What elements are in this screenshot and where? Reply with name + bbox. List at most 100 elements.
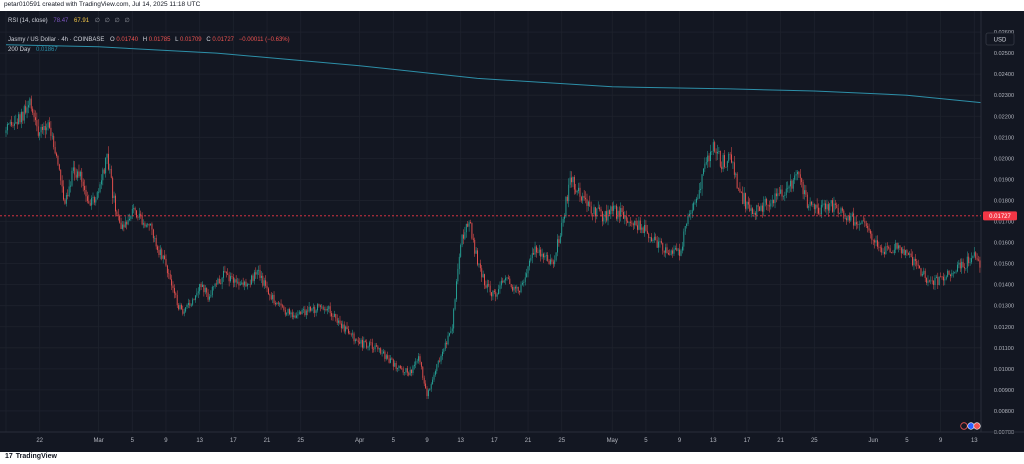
candle-body <box>239 284 241 286</box>
ma200-legend[interactable]: 200 Day 0.01867 <box>8 47 58 53</box>
candle-body <box>802 182 804 195</box>
candle-body <box>763 202 765 212</box>
candle-body <box>356 339 358 341</box>
candle-body <box>474 239 476 254</box>
candle-body <box>590 206 592 214</box>
candle-body <box>545 254 547 256</box>
candle-body <box>951 272 953 276</box>
candle-body <box>202 284 203 288</box>
candle-body <box>874 240 876 243</box>
price-chart[interactable]: 0.026000.025000.024000.023000.022000.021… <box>0 11 1024 452</box>
candle-body <box>190 304 192 306</box>
candle-body <box>162 255 164 259</box>
event-flags[interactable] <box>960 422 981 430</box>
candle-body <box>200 283 202 288</box>
candle-body <box>738 188 739 190</box>
candle-body <box>916 260 918 265</box>
candle-body <box>232 277 234 283</box>
candle-body <box>173 288 175 294</box>
time-tick-label: 9 <box>678 438 682 444</box>
candle-body <box>176 295 178 306</box>
footer-bar: 17 TradingView <box>0 452 1024 464</box>
time-axis-labels[interactable]: 22 Mar 5 9 13 17 21 25 Apr 5 9 13 17 21 25 May 5 9 13 17 21 2… <box>36 438 978 444</box>
candle-body <box>627 220 629 223</box>
candle-body <box>189 303 191 306</box>
candle-body <box>136 210 137 218</box>
candle-body <box>413 364 415 367</box>
candle-body <box>353 333 355 342</box>
candle-body <box>564 216 565 219</box>
candle-body <box>227 273 229 275</box>
candle-body <box>415 361 417 365</box>
price-axis-labels: 0.026000.025000.024000.023000.022000.021… <box>994 30 1014 436</box>
time-tick-label: 17 <box>230 438 237 444</box>
candle-body <box>684 225 686 232</box>
event-flag-icon[interactable] <box>967 422 975 430</box>
candle-body <box>284 309 286 315</box>
candle-body <box>534 246 536 255</box>
candle-body <box>644 224 645 234</box>
candle-body <box>228 274 230 282</box>
candle-body <box>618 210 620 217</box>
candle-body <box>461 234 463 246</box>
currency-button[interactable]: USD <box>985 32 1015 46</box>
candle-body <box>164 255 166 259</box>
candle-body <box>729 153 731 155</box>
candle-body <box>578 187 580 192</box>
candle-body <box>572 177 574 183</box>
candle-body <box>49 122 50 128</box>
candle-body <box>940 276 942 278</box>
candle-body <box>180 304 182 309</box>
candle-body <box>844 218 846 219</box>
tradingview-logo[interactable]: 17 TradingView <box>5 453 57 460</box>
price-axis-area[interactable] <box>981 11 1024 432</box>
candle-body <box>533 253 535 255</box>
candle-body <box>273 294 275 304</box>
candle-body <box>298 311 300 315</box>
candle-body <box>496 294 498 297</box>
candle-body <box>906 250 908 253</box>
candle-body <box>724 155 725 167</box>
time-tick-label: 17 <box>491 438 498 444</box>
candle-body <box>67 194 69 197</box>
candle-body <box>623 212 624 219</box>
candle-body <box>704 163 706 169</box>
event-flag-icon[interactable] <box>960 422 968 430</box>
candle-body <box>843 210 845 219</box>
candle-body <box>19 114 21 123</box>
chart-panel[interactable]: 0.026000.025000.024000.023000.022000.021… <box>0 11 1024 452</box>
candle-body <box>976 258 978 260</box>
candle-body <box>775 193 777 197</box>
candle-body <box>899 245 901 248</box>
candle-body <box>230 276 231 282</box>
symbol-legend[interactable]: Jasmy / US Dollar · 4h · COINBASE O 0.01… <box>8 37 290 43</box>
candle-body <box>639 220 641 230</box>
rsi-legend[interactable]: RSI (14, close) 78.47 67.91 ∅ ∅ ∅ ∅ <box>8 17 130 24</box>
candle-body <box>385 355 387 359</box>
candle-body <box>122 224 123 229</box>
candle-body <box>797 171 798 175</box>
candle-body <box>50 127 52 136</box>
candle-body <box>600 209 602 212</box>
event-flag-icon[interactable] <box>973 422 981 430</box>
candle-body <box>544 255 546 258</box>
candle-body <box>63 186 64 200</box>
candle-body <box>637 225 638 230</box>
candle-body <box>766 198 768 205</box>
currency-button-frame[interactable] <box>985 32 1015 46</box>
candle-body <box>753 212 755 215</box>
candle-body <box>29 98 31 106</box>
candle-body <box>645 224 647 231</box>
candle-body <box>794 175 796 180</box>
candle-body <box>231 276 233 278</box>
currency-label: USD <box>994 38 1007 44</box>
candle-body <box>85 189 87 197</box>
candle-body <box>103 169 105 174</box>
candle-body <box>346 326 348 330</box>
candle-body <box>260 275 262 278</box>
candle-body <box>895 242 897 250</box>
candle-body <box>349 333 351 335</box>
candle-body <box>185 307 187 312</box>
candle-body <box>328 306 330 309</box>
candle-body <box>896 242 898 249</box>
